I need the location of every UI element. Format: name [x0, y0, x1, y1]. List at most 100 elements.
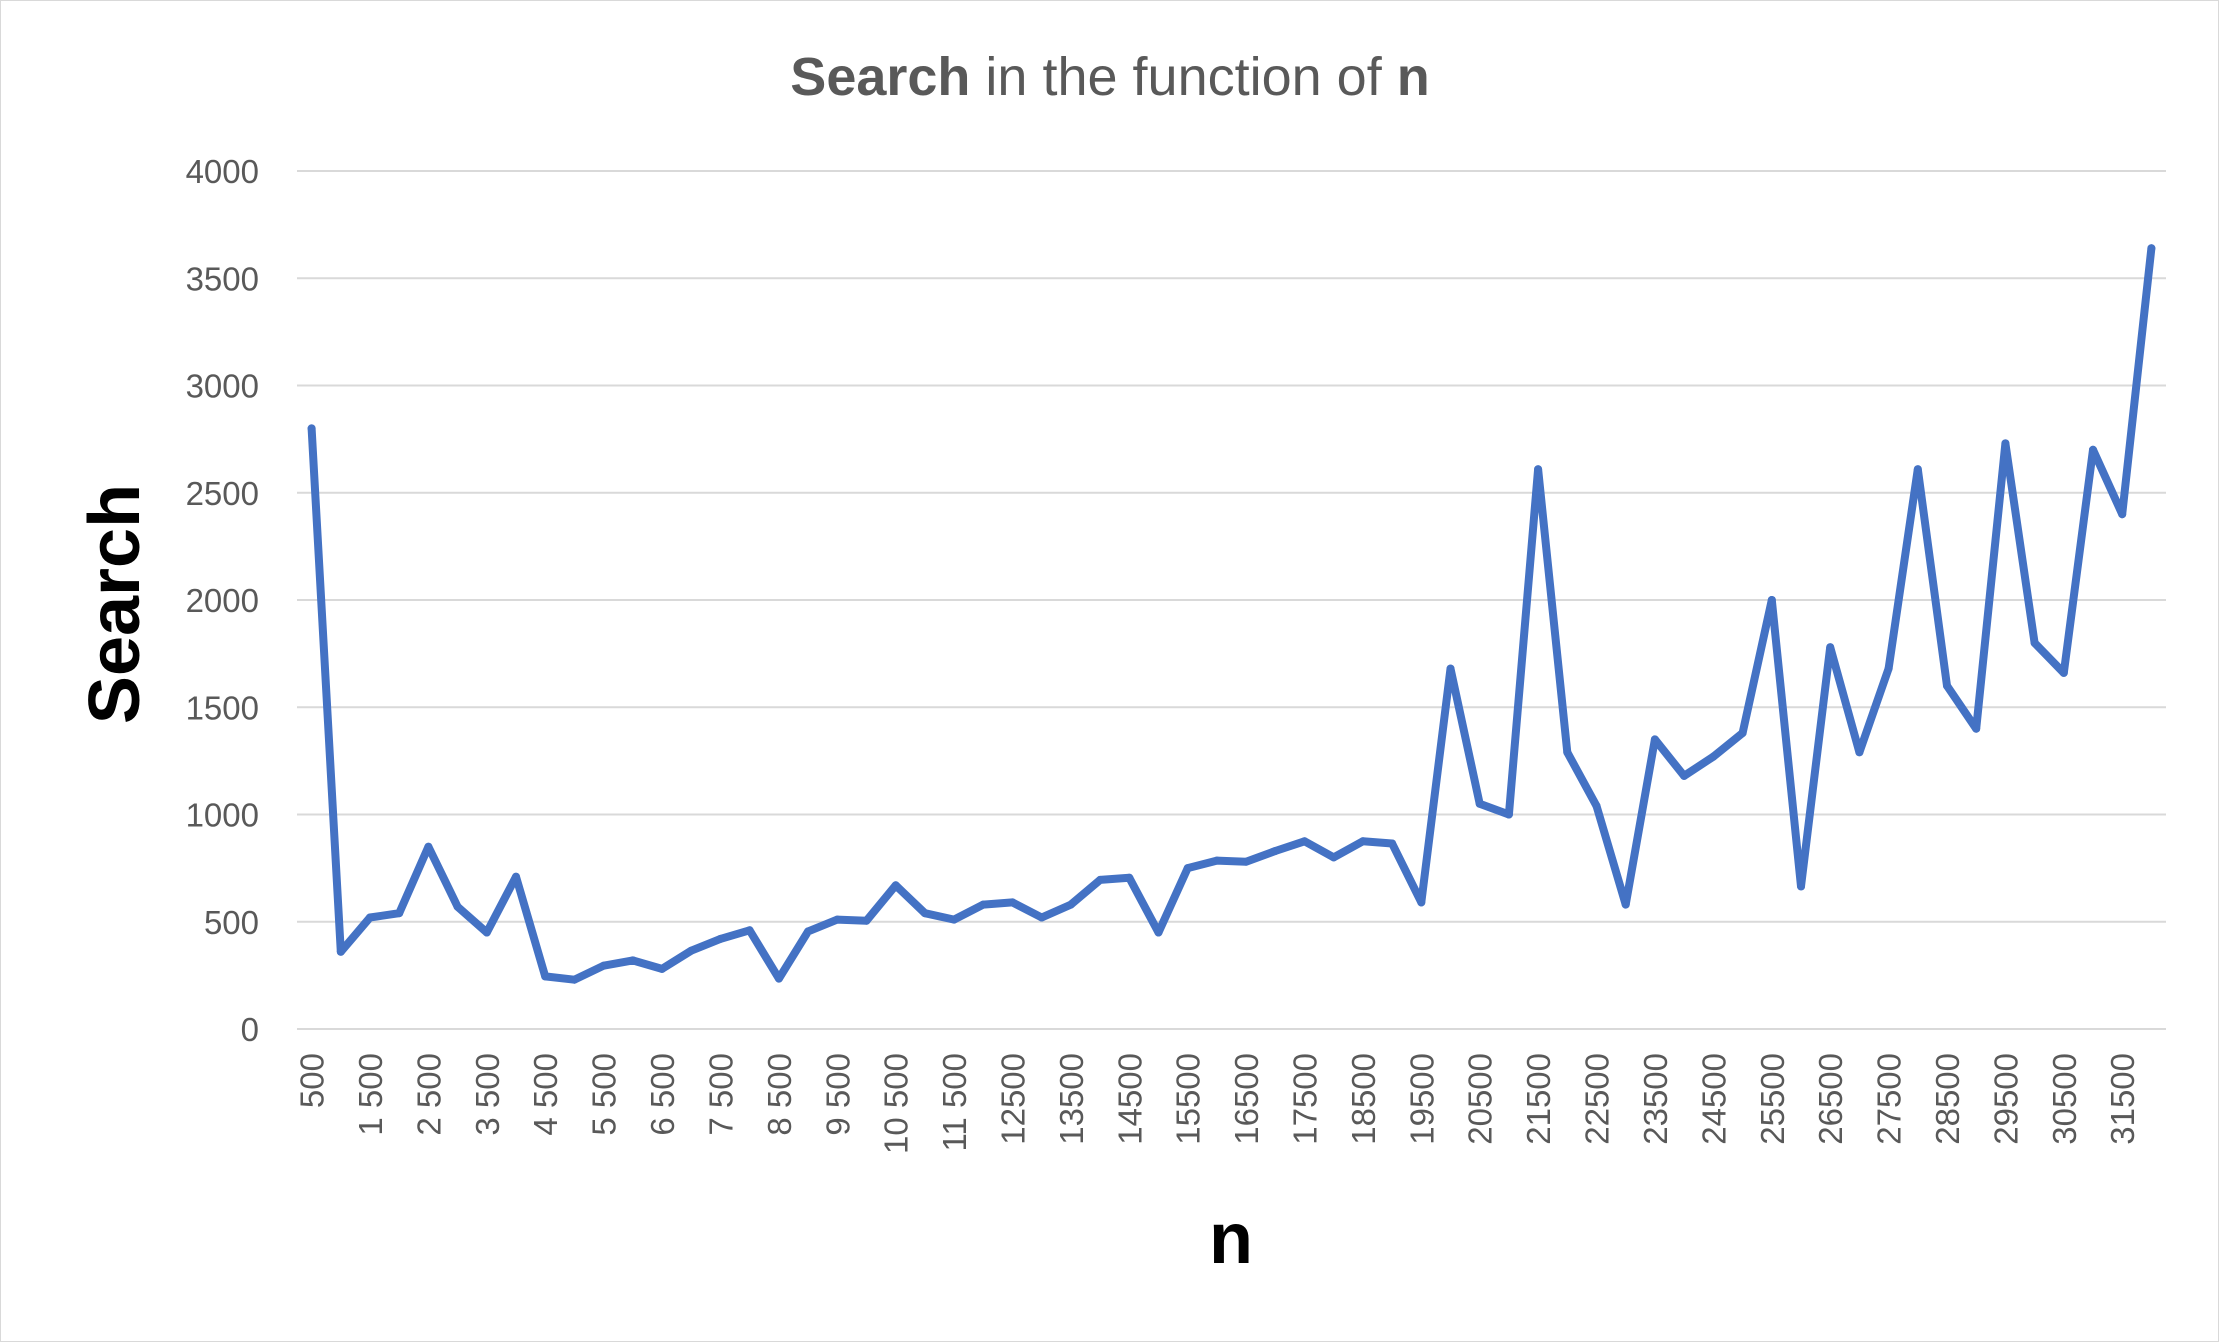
y-tick-label: 2000: [186, 582, 259, 619]
y-tick-label: 1500: [186, 689, 259, 726]
x-tick-label: 2 500: [410, 1053, 447, 1136]
data-point: [1096, 875, 1105, 884]
x-tick-label: 11 500: [936, 1053, 973, 1151]
x-tick-label: 9 500: [819, 1053, 856, 1136]
x-tick-label: 19500: [1403, 1053, 1440, 1145]
data-point: [1767, 596, 1776, 604]
data-point: [2089, 445, 2097, 454]
data-point: [1797, 882, 1805, 891]
y-tick-label: 500: [204, 904, 259, 941]
x-tick-label: 14500: [1111, 1053, 1148, 1145]
data-point: [1884, 664, 1893, 673]
x-axis-ticks: 500 1 500 2 500 3 500 4 500 5 500 6 500 7 500 8 …: [294, 1053, 2142, 1154]
x-tick-label: 18500: [1345, 1053, 1382, 1145]
data-point: [1417, 898, 1426, 907]
data-point: [774, 974, 783, 983]
data-point: [1154, 928, 1163, 937]
data-point: [716, 934, 725, 943]
data-point: [1358, 837, 1367, 846]
x-tick-label: 15500: [1170, 1053, 1207, 1145]
data-point: [833, 915, 842, 924]
data-point: [920, 909, 929, 918]
y-axis-ticks: 0 500 1000 1500 2000 2500 3000 3500 4000: [186, 153, 259, 1048]
data-point: [2059, 668, 2068, 677]
data-point: [1972, 724, 1981, 733]
data-point: [1621, 900, 1630, 909]
data-point: [1592, 801, 1601, 810]
data-point: [2147, 244, 2156, 253]
y-tick-label: 3000: [186, 368, 259, 405]
data-point: [1475, 799, 1484, 808]
data-point: [1066, 900, 1075, 909]
data-point: [1183, 864, 1192, 873]
x-tick-label: 1 500: [352, 1053, 389, 1136]
data-point: [1037, 913, 1046, 922]
data-point: [862, 916, 871, 925]
x-tick-label: 500: [294, 1053, 331, 1108]
x-tick-label: 8 500: [761, 1053, 798, 1136]
data-point: [541, 972, 550, 981]
chart-title: Search in the function of n: [790, 47, 1429, 107]
data-point: [1855, 748, 1864, 757]
data-point: [1300, 837, 1309, 846]
x-tick-label: 17500: [1287, 1053, 1324, 1145]
data-point: [307, 424, 316, 433]
data-point: [1271, 847, 1280, 855]
data-point: [366, 913, 374, 922]
data-point: [1709, 752, 1718, 761]
x-tick-label: 13500: [1053, 1053, 1090, 1145]
series-line: [307, 244, 2156, 984]
data-point: [2118, 510, 2127, 519]
data-point: [628, 956, 637, 965]
x-tick-label: 25500: [1754, 1053, 1791, 1145]
data-point: [1738, 729, 1747, 737]
data-point: [424, 842, 433, 851]
series-layer: [307, 244, 2156, 984]
data-point: [1680, 771, 1689, 780]
data-point: [1504, 810, 1513, 819]
data-point: [2001, 439, 2010, 448]
data-point: [1826, 643, 1835, 652]
y-tick-label: 3500: [186, 260, 259, 297]
data-point: [658, 964, 666, 973]
x-tick-label: 3 500: [469, 1053, 506, 1136]
data-point: [395, 909, 404, 918]
data-point: [804, 927, 813, 936]
x-tick-label: 31500: [2104, 1053, 2141, 1145]
data-point: [336, 947, 345, 956]
data-point: [1242, 857, 1251, 866]
data-point: [1563, 748, 1572, 757]
data-point: [482, 928, 491, 937]
y-tick-label: 2500: [186, 475, 259, 512]
data-point: [599, 961, 608, 970]
x-tick-label: 26500: [1812, 1053, 1849, 1145]
x-tick-label: 24500: [1695, 1053, 1732, 1145]
x-tick-label: 16500: [1228, 1053, 1265, 1145]
data-point: [1913, 465, 1922, 474]
x-tick-label: 7 500: [702, 1053, 739, 1136]
chart-title-part: in the function of: [970, 47, 1396, 107]
y-tick-label: 1000: [186, 797, 259, 834]
data-point: [745, 926, 754, 935]
x-tick-label: 30500: [2046, 1053, 2083, 1145]
data-point: [1446, 664, 1455, 673]
y-axis-title: Search: [75, 484, 155, 724]
x-tick-label: 29500: [1987, 1053, 2024, 1145]
x-tick-label: 5 500: [586, 1053, 623, 1136]
data-point: [1943, 681, 1951, 690]
x-axis-title: n: [1209, 1199, 1253, 1279]
data-point: [453, 902, 462, 911]
data-point: [687, 946, 696, 955]
x-tick-label: 21500: [1520, 1053, 1557, 1145]
data-point: [1125, 873, 1134, 882]
x-tick-label: 20500: [1462, 1053, 1499, 1145]
data-point: [1650, 735, 1659, 744]
y-tick-label: 0: [241, 1011, 259, 1048]
x-tick-label: 10 500: [878, 1053, 915, 1154]
x-tick-label: 4 500: [527, 1053, 564, 1136]
data-point: [1329, 853, 1338, 862]
data-point: [1388, 839, 1397, 848]
gridlines: [297, 170, 2166, 1030]
